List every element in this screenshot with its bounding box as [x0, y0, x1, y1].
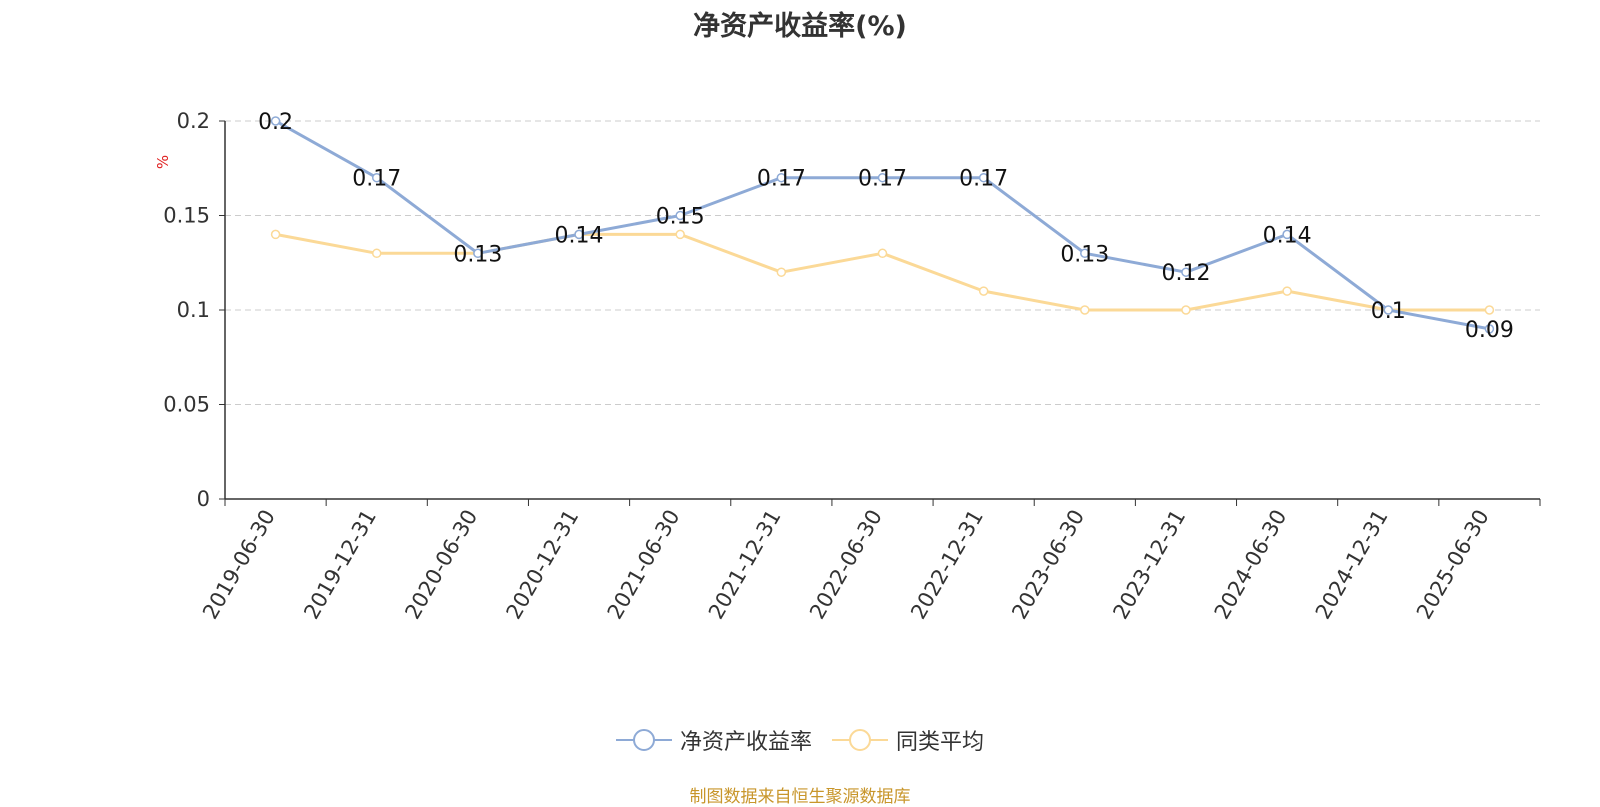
- data-label: 0.13: [453, 242, 502, 267]
- data-point: [574, 229, 584, 240]
- x-tick-label: 2020-12-31: [502, 506, 584, 624]
- legend-label-roe: 净资产收益率: [679, 730, 812, 755]
- data-point: [1080, 248, 1090, 259]
- data-point: [877, 248, 888, 259]
- y-tick-label: 0: [197, 487, 210, 511]
- x-tick-label: 2024-06-30: [1210, 506, 1292, 624]
- data-label: 0.14: [555, 223, 604, 248]
- data-point: [473, 248, 483, 259]
- data-point: [978, 286, 989, 296]
- chart-title: 净资产收益率(%): [693, 11, 907, 42]
- data-point: [1181, 267, 1191, 277]
- x-tick-label: 2019-12-31: [299, 506, 381, 624]
- data-point: [1282, 286, 1292, 296]
- source-note: 制图数据来自恒生聚源数据库: [689, 787, 911, 807]
- data-point: [270, 229, 281, 240]
- legend-marker-peer-average: [832, 729, 888, 751]
- data-point: [1383, 305, 1394, 315]
- data-label: 0.2: [258, 110, 293, 135]
- data-label: 0.09: [1465, 318, 1514, 343]
- y-axis-label: %: [154, 155, 172, 169]
- data-label: 0.17: [858, 167, 907, 192]
- x-tick-label: 2024-12-31: [1311, 506, 1393, 624]
- data-point: [877, 172, 888, 183]
- x-tick-label: 2021-12-31: [704, 506, 786, 624]
- data-label: 0.14: [1263, 223, 1312, 248]
- data-label: 0.15: [656, 205, 705, 230]
- y-tick-label: 0.2: [177, 109, 210, 133]
- legend-label-peer-average: 同类平均: [896, 730, 985, 755]
- data-point: [1080, 305, 1090, 315]
- x-tick-label: 2023-06-30: [1007, 506, 1089, 624]
- data-label: 0.17: [757, 167, 806, 192]
- data-label: 0.12: [1161, 261, 1210, 286]
- data-point: [371, 248, 382, 259]
- x-tick-label: 2022-12-31: [906, 505, 988, 623]
- y-tick-label: 0.05: [163, 393, 210, 417]
- data-point: [776, 172, 787, 183]
- data-label: 0.17: [352, 167, 401, 192]
- data-point: [675, 210, 685, 221]
- legend-item-peer-average[interactable]: 同类平均: [832, 724, 984, 756]
- data-point: [371, 172, 382, 183]
- x-tick-label: 2021-06-30: [603, 506, 685, 624]
- x-tick-label: 2022-06-30: [805, 506, 887, 624]
- data-point: [1181, 305, 1191, 315]
- data-point: [1484, 324, 1495, 334]
- y-tick-label: 0.15: [163, 204, 210, 228]
- data-point: [978, 172, 989, 183]
- x-tick-label: 2025-06-30: [1412, 506, 1494, 624]
- data-point: [675, 229, 685, 240]
- data-label: 0.17: [959, 167, 1008, 192]
- data-label: 0.1: [1371, 299, 1406, 324]
- legend-item-roe[interactable]: 净资产收益率: [615, 724, 812, 756]
- x-tick-label: 2020-06-30: [400, 506, 482, 624]
- data-point: [776, 267, 787, 277]
- y-tick-label: 0.1: [177, 298, 210, 322]
- x-tick-label: 2023-12-31: [1108, 506, 1190, 624]
- data-point: [1282, 229, 1292, 240]
- data-label: 0.13: [1060, 242, 1109, 267]
- legend: 净资产收益率 同类平均: [0, 724, 1600, 756]
- legend-marker-roe: [615, 729, 672, 751]
- data-point: [1484, 305, 1495, 315]
- x-tick-label: 2019-06-30: [198, 506, 280, 624]
- data-point: [270, 116, 281, 126]
